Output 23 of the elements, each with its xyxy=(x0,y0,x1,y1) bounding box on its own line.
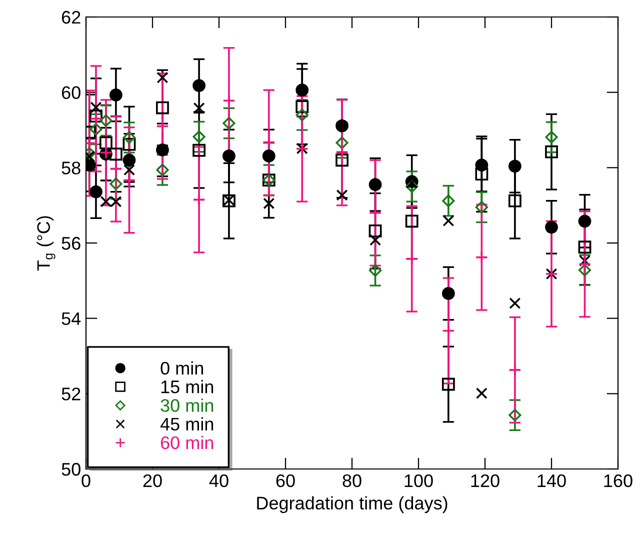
y-tick-label: 62 xyxy=(62,10,80,24)
x-tick-label: 0 xyxy=(82,474,90,488)
x-tick-label: 140 xyxy=(538,474,566,488)
x-tick-label: 160 xyxy=(604,474,632,488)
x-axis-title: Degradation time (days) xyxy=(257,496,448,514)
legend-label: 30 min xyxy=(160,398,214,412)
x-tick-label: 100 xyxy=(404,474,433,488)
x-tick-label: 60 xyxy=(276,474,295,488)
legend-label: 45 min xyxy=(160,417,214,431)
y-tick-label: 50 xyxy=(62,462,80,476)
y-tick-label: 58 xyxy=(62,162,80,174)
x-tick-label: 80 xyxy=(342,474,362,488)
x-tick-label: 40 xyxy=(209,474,228,488)
x-tick-label: 20 xyxy=(143,474,162,488)
y-tick-label: 54 xyxy=(62,312,81,326)
y-tick-label: 60 xyxy=(62,86,80,100)
y-tick-label: 52 xyxy=(62,388,80,400)
legend-label: 0 min xyxy=(160,361,204,375)
y-tick-label: 56 xyxy=(62,236,80,250)
y-axis-title: T$_{g}$ (°C) xyxy=(36,216,56,271)
legend-label: 15 min xyxy=(161,380,214,394)
legend-label: 60 min xyxy=(160,436,214,450)
x-tick-label: 120 xyxy=(471,474,500,488)
